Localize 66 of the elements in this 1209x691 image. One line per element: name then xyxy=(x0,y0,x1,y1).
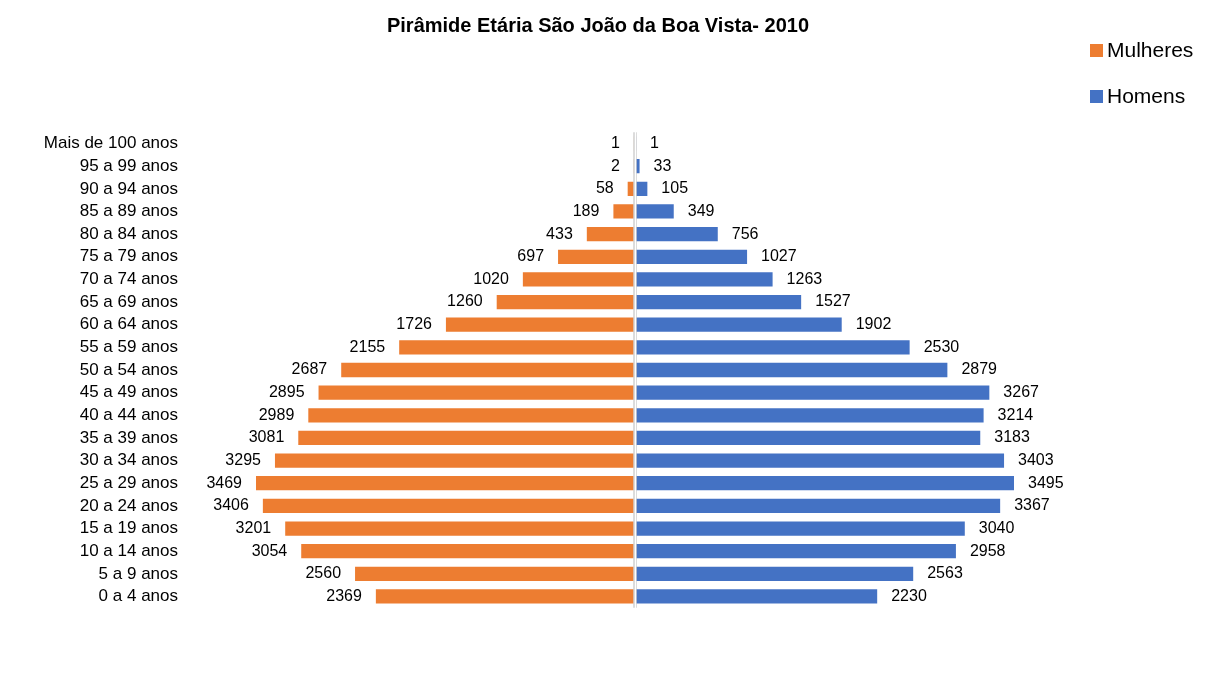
data-label: 3214 xyxy=(997,405,1034,423)
data-label: 2879 xyxy=(961,360,998,378)
y-tick-label: Mais de 100 anos xyxy=(43,133,178,153)
data-label: 1260 xyxy=(447,292,483,310)
chart-title: Pirâmide Etária São João da Boa Vista- 2010 xyxy=(385,14,810,37)
data-label: 3406 xyxy=(213,496,249,514)
data-label: 189 xyxy=(572,201,600,219)
y-tick-label: 30 a 34 anos xyxy=(79,450,178,470)
data-label: 1020 xyxy=(473,269,509,287)
data-label: 3367 xyxy=(1014,496,1050,514)
y-tick-label: 55 a 59 anos xyxy=(79,337,178,357)
legend-label: Mulheres xyxy=(1107,38,1194,62)
y-tick-label: 80 a 84 anos xyxy=(79,223,178,243)
data-label: 3040 xyxy=(978,518,1015,536)
y-tick-label: 85 a 89 anos xyxy=(79,201,178,221)
data-label: 3267 xyxy=(1003,383,1040,401)
data-label: 756 xyxy=(731,224,759,242)
data-label: 349 xyxy=(687,201,715,219)
data-label: 3403 xyxy=(1018,451,1054,468)
y-tick-label: 15 a 19 anos xyxy=(79,518,178,538)
data-label: 105 xyxy=(661,179,689,197)
y-tick-label: 5 a 9 anos xyxy=(98,563,178,583)
y-tick-label: 95 a 99 anos xyxy=(79,155,178,175)
data-label: 3081 xyxy=(248,428,285,446)
data-label: 58 xyxy=(595,179,614,197)
y-tick-label: 50 a 54 anos xyxy=(79,359,178,379)
data-label: 3469 xyxy=(206,473,243,491)
data-label: 2563 xyxy=(927,564,963,582)
data-label: 3054 xyxy=(251,541,288,559)
data-label: 2230 xyxy=(891,586,927,604)
y-tick-label: 45 a 49 anos xyxy=(79,382,178,402)
y-tick-label: 20 a 24 anos xyxy=(79,495,178,515)
y-tick-label: 70 a 74 anos xyxy=(79,269,178,289)
data-label: 33 xyxy=(653,156,672,174)
data-label: 1527 xyxy=(815,292,851,310)
y-tick-label: 35 a 39 anos xyxy=(79,427,178,447)
y-tick-label: 10 a 14 anos xyxy=(79,540,178,560)
y-tick-label: 0 a 4 anos xyxy=(98,586,178,606)
data-label: 2530 xyxy=(923,337,960,355)
data-label: 3295 xyxy=(225,451,262,468)
y-tick-label: 60 a 64 anos xyxy=(79,314,178,334)
y-tick-label: 40 a 44 anos xyxy=(79,404,178,424)
data-label: 1902 xyxy=(855,315,892,333)
data-label: 2369 xyxy=(326,586,362,604)
y-tick-label: 75 a 79 anos xyxy=(79,246,178,266)
data-label: 3495 xyxy=(1028,473,1064,491)
data-label: 1726 xyxy=(396,315,433,333)
data-label: 1263 xyxy=(786,269,823,287)
y-tick-label: 25 a 29 anos xyxy=(79,472,178,492)
data-label: 1 xyxy=(650,133,660,151)
data-label: 2895 xyxy=(268,383,305,401)
data-label: 3201 xyxy=(235,518,272,536)
data-label: 2155 xyxy=(349,337,386,355)
data-label: 1027 xyxy=(761,247,797,265)
data-label: 2 xyxy=(610,156,620,174)
data-label: 2560 xyxy=(305,564,342,582)
data-label: 2958 xyxy=(969,541,1006,559)
legend-label: Homens xyxy=(1107,84,1186,108)
data-label: 433 xyxy=(546,224,573,242)
data-label: 2687 xyxy=(291,360,328,378)
y-tick-label: 65 a 69 anos xyxy=(79,291,178,311)
data-label: 3183 xyxy=(994,428,1030,446)
y-tick-label: 90 a 94 anos xyxy=(79,178,178,198)
data-label: 697 xyxy=(517,247,545,265)
data-label: 2989 xyxy=(258,405,295,423)
data-label: 1 xyxy=(610,133,620,151)
